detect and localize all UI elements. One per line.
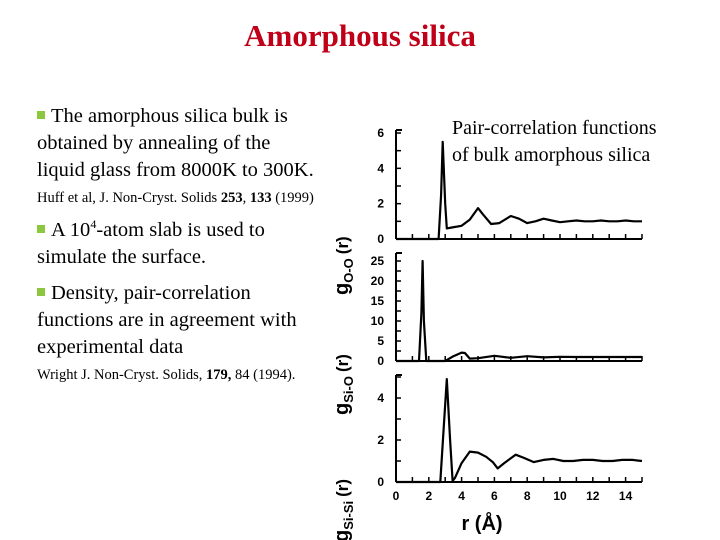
panel-g-sisi: 0 2 4 0 2 4 6 8 10 12 14 [377, 374, 643, 503]
bullet-3: Density, pair-correlation functions are … [37, 280, 317, 361]
bullet-2-text-pre: A 10 [51, 219, 91, 241]
bullet-square-icon [37, 225, 45, 233]
y-tick-label: 5 [377, 334, 384, 348]
bullet-list: The amorphous silica bulk is obtained by… [37, 103, 317, 394]
y-tick-label: 0 [377, 232, 384, 246]
y-axis-label-g-sisi: gSi-Si(r) [331, 479, 356, 540]
x-tick-label: 2 [425, 489, 432, 503]
panel-g-sio: 0 5 10 15 20 25 [371, 252, 643, 368]
y-tick-label: 2 [377, 197, 384, 211]
ref-1-text: Huff et al, J. Non-Cryst. Solids [37, 190, 221, 206]
slide-title: Amorphous silica [244, 18, 476, 53]
y-axis-label-g-sio: gSi-O(r) [331, 354, 356, 415]
bullet-2-superscript: 4 [90, 217, 97, 231]
ref-2-text: Wright J. Non-Cryst. Solids, [37, 367, 206, 383]
x-tick-label: 6 [491, 489, 498, 503]
data-series-line [396, 140, 642, 241]
chart-caption: Pair-correlation functions of bulk amorp… [452, 115, 657, 169]
reference-1: Huff et al, J. Non-Cryst. Solids 253, 13… [37, 189, 317, 208]
bullet-2: A 104-atom slab is used to simulate the … [37, 217, 317, 271]
bullet-1-text: The amorphous silica bulk is obtained by… [37, 105, 314, 181]
data-series-line [396, 378, 643, 484]
y-tick-label: 0 [377, 475, 384, 489]
y-tick-label: 2 [377, 433, 384, 447]
data-series-line [396, 259, 642, 363]
x-tick-label: 8 [524, 489, 531, 503]
ref-1-year: (1999) [271, 190, 314, 206]
y-tick-label: 15 [371, 294, 385, 308]
panel-g-oo: 0 2 4 6 [377, 126, 643, 246]
bullet-2-text-post: -atom slab is used to simulate the surfa… [37, 219, 265, 268]
bullet-square-icon [37, 288, 45, 296]
x-tick-label: 12 [586, 489, 600, 503]
x-tick-label: 14 [619, 489, 633, 503]
x-tick-label: 0 [393, 489, 400, 503]
y-tick-label: 4 [377, 161, 384, 175]
x-axis-label: r (Å) [461, 511, 502, 535]
bullet-square-icon [37, 111, 45, 119]
y-tick-label: 0 [377, 354, 384, 368]
y-tick-label: 20 [371, 274, 385, 288]
ref-1-sep: , [242, 190, 250, 206]
pair-correlation-chart: 0 2 4 6 0 5 10 15 20 25 0 2 4 0 2 4 6 8 10 12 14 gO-O(r) g… [331, 126, 643, 540]
ref-2-rest: 84 (1994). [231, 367, 296, 383]
ref-2-volume: 179, [206, 367, 232, 383]
y-axis-label-g-oo: gO-O(r) [331, 236, 356, 295]
bullet-3-text: Density, pair-correlation functions are … [37, 282, 297, 358]
ref-1-volume: 253 [220, 190, 243, 206]
x-tick-label: 10 [553, 489, 567, 503]
y-tick-label: 4 [377, 391, 384, 405]
reference-2: Wright J. Non-Cryst. Solids, 179, 84 (19… [37, 366, 317, 385]
y-tick-label: 25 [371, 254, 385, 268]
caption-line-2: of bulk amorphous silica [452, 144, 651, 166]
caption-line-1: Pair-correlation functions [452, 117, 657, 139]
y-tick-label: 10 [371, 314, 385, 328]
y-tick-label: 6 [377, 126, 384, 140]
bullet-1: The amorphous silica bulk is obtained by… [37, 103, 317, 184]
x-tick-label: 4 [458, 489, 465, 503]
ref-1-page: 133 [249, 190, 272, 206]
